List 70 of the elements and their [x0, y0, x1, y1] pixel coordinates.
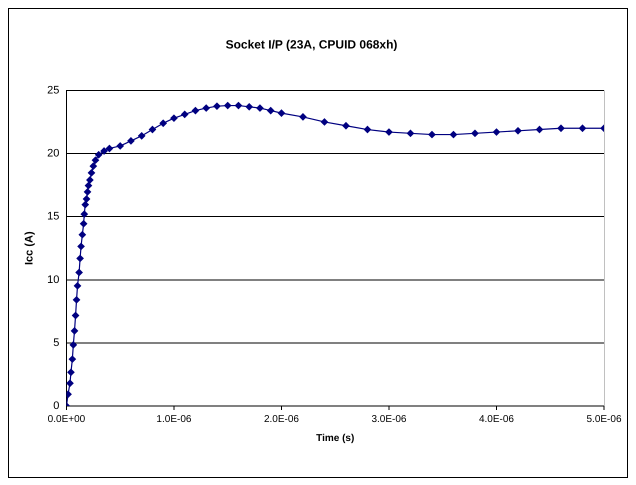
x-tick-label: 4.0E-06 — [478, 414, 514, 425]
x-tick-label: 5.0E-06 — [586, 414, 622, 425]
chart-title: Socket I/P (23A, CPUID 068xh) — [226, 38, 398, 52]
point — [406, 130, 414, 137]
point — [278, 110, 286, 117]
point — [192, 107, 200, 114]
point — [88, 169, 96, 176]
point — [78, 231, 86, 238]
y-tick-label: 15 — [47, 210, 60, 223]
point — [428, 130, 436, 138]
point — [385, 128, 393, 136]
point — [92, 156, 100, 164]
point — [578, 124, 586, 132]
point — [234, 102, 242, 110]
x-tick-label: 1.0E-06 — [156, 414, 192, 425]
point — [100, 147, 108, 155]
point — [68, 356, 76, 363]
point — [82, 201, 89, 208]
point — [202, 104, 210, 112]
x-tick-label: 3.0E-06 — [371, 414, 407, 425]
point — [148, 126, 156, 134]
point — [106, 144, 114, 152]
point — [224, 102, 232, 110]
y-tick-label: 5 — [53, 336, 60, 349]
point — [77, 242, 85, 250]
point — [72, 312, 80, 320]
point — [342, 122, 350, 130]
y-axis-title: Icc (A) — [24, 231, 36, 266]
point — [299, 113, 307, 121]
y-tick-label: 25 — [47, 84, 60, 96]
point — [86, 176, 94, 184]
point — [82, 195, 90, 203]
point — [84, 188, 92, 196]
point — [181, 110, 188, 118]
point — [67, 368, 75, 376]
point — [246, 103, 253, 110]
point — [170, 114, 178, 122]
point — [80, 220, 88, 228]
y-tick-label: 10 — [47, 274, 60, 286]
point — [66, 380, 74, 387]
point — [90, 162, 97, 170]
point — [557, 124, 565, 132]
point — [74, 282, 82, 290]
point — [138, 132, 146, 140]
point — [364, 126, 372, 134]
point — [160, 120, 167, 127]
point — [70, 341, 77, 348]
point — [213, 102, 221, 110]
point — [256, 104, 264, 112]
point — [76, 268, 83, 276]
point — [80, 210, 88, 218]
point — [514, 127, 522, 134]
point — [76, 254, 84, 262]
point — [492, 128, 500, 136]
point — [116, 142, 124, 150]
point — [536, 126, 544, 134]
point — [127, 137, 135, 144]
point — [70, 327, 78, 334]
point — [471, 130, 479, 137]
point — [95, 151, 102, 158]
point — [72, 296, 80, 304]
x-axis-title: Time (s) — [316, 432, 354, 444]
y-tick-label: 0 — [53, 400, 60, 412]
point — [450, 130, 458, 138]
point — [84, 182, 92, 190]
x-tick-label: 0.0E+00 — [48, 414, 86, 425]
point — [320, 118, 328, 126]
point — [267, 107, 274, 114]
x-tick-label: 2.0E-06 — [264, 414, 300, 425]
y-tick-label: 20 — [47, 148, 60, 160]
